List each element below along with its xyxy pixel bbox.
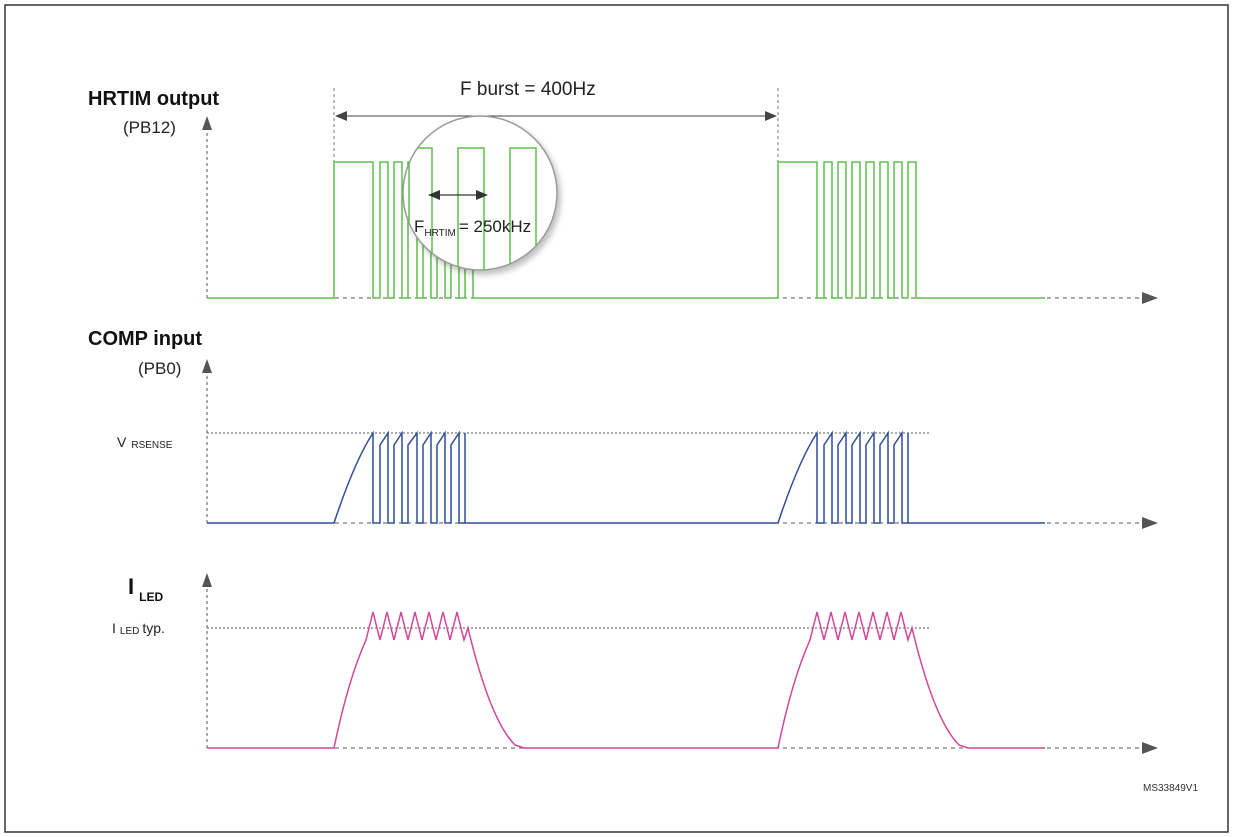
hrtim-waveform xyxy=(207,161,1045,299)
led-x-arrow-icon xyxy=(1142,742,1158,754)
hrtim-x-arrow-icon xyxy=(1142,292,1158,304)
comp-waveform xyxy=(207,430,1045,524)
hrtim-title: HRTIM output xyxy=(88,88,219,110)
led-title: I LED xyxy=(128,574,163,604)
comp-title: COMP input xyxy=(88,328,202,350)
period-arrow-left-icon xyxy=(428,190,440,200)
burst-arrow-left-icon xyxy=(335,111,347,121)
led-y-arrow-icon xyxy=(202,573,212,587)
figure-frame xyxy=(4,4,1229,833)
hrtim-y-arrow-icon xyxy=(202,116,212,130)
hrtim-pin-label: (PB12) xyxy=(123,118,176,137)
comp-x-arrow-icon xyxy=(1142,517,1158,529)
hrtim-frequency-label: FHRTIM = 250kHz xyxy=(414,217,531,239)
burst-arrow-right-icon xyxy=(765,111,777,121)
led-section: I LED I LED typ. xyxy=(112,573,1158,754)
led-waveform xyxy=(207,611,1045,749)
magnifier-circle-icon: FHRTIM = 250kHz xyxy=(402,115,558,271)
vrsense-label: V RSENSE xyxy=(117,434,173,451)
burst-frequency-label: F burst = 400Hz xyxy=(460,79,596,100)
period-arrow-right-icon xyxy=(476,190,488,200)
figure-id: MS33849V1 xyxy=(1143,783,1198,794)
comp-pin-label: (PB0) xyxy=(138,359,181,378)
iled-typ-label: I LED typ. xyxy=(112,620,165,637)
comp-section: COMP input (PB0) V RSENSE xyxy=(88,328,1158,529)
comp-y-arrow-icon xyxy=(202,359,212,373)
hrtim-section: HRTIM output (PB12) F burst = 400Hz F xyxy=(88,79,1158,304)
